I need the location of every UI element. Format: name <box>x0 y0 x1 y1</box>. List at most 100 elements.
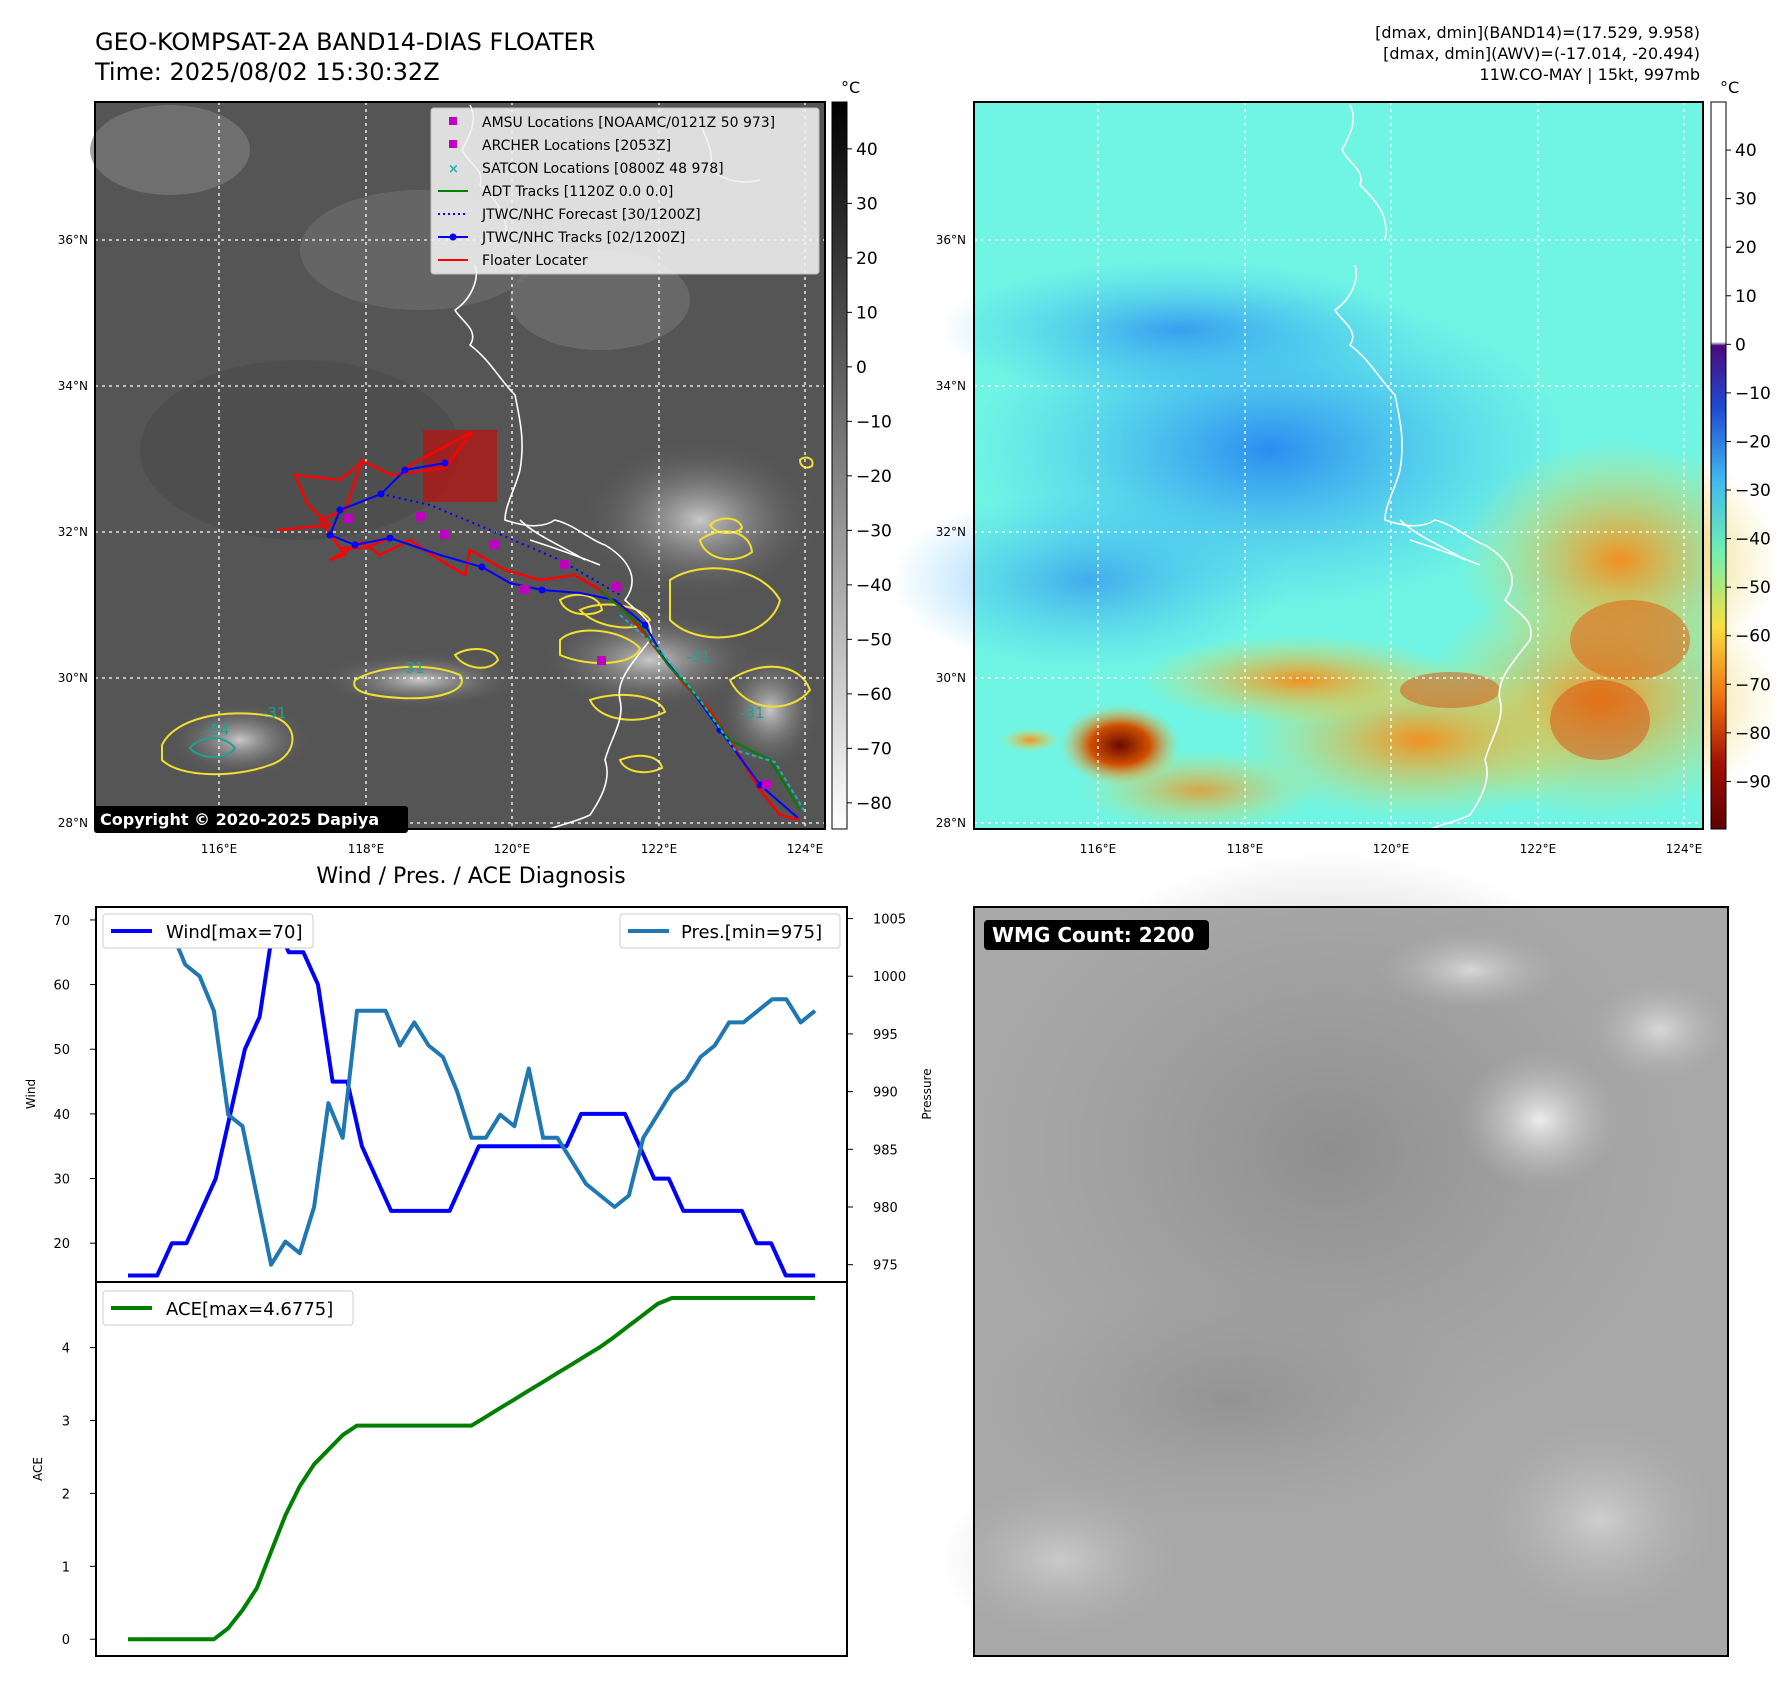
colorbar-tick-label: −10 <box>856 412 892 432</box>
axis-tick-label: 20 <box>53 1237 70 1252</box>
colorbar-tick-label: 30 <box>856 194 878 214</box>
colorbar-tick-label: 30 <box>1735 190 1757 210</box>
contour-label: -31 <box>686 648 711 666</box>
colorbar-tick-label: −60 <box>856 685 892 705</box>
wv-map-frame <box>973 101 1704 830</box>
colorbar-left-ticks: 40 30 20 10 0 −10 −20 −30 −40 −50 −60 −70 −80 <box>847 140 892 814</box>
chart-subtitle: Time: 2025/08/02 15:30:32Z <box>94 58 440 86</box>
satcon-track-line <box>619 614 806 813</box>
legend-box <box>430 107 820 275</box>
contour-label: -31 <box>262 704 287 722</box>
colorbar-right: °C 40 30 20 10 0 −10 −20 −30 −40 −50 −60 −70 −80 −90 <box>1710 78 1771 830</box>
lat-tick-label: 30°N <box>936 671 966 685</box>
pressure-ylabel: Pressure <box>920 1068 934 1119</box>
axis-tick-label: 0 <box>62 1633 70 1648</box>
axis-tick-label: 975 <box>873 1259 898 1274</box>
wind-legend-box <box>102 913 314 949</box>
legend-amsu-label: AMSU Locations [NOAAMC/0121Z 50 973] <box>482 115 775 131</box>
axis-tick-label: 990 <box>873 1086 898 1101</box>
colorbar-tick-label: −50 <box>1735 578 1771 598</box>
ace-axis-ticks: 4 3 2 1 0 <box>62 1342 96 1648</box>
lat-tick-label: 34°N <box>58 379 88 393</box>
lon-tick-label: 122°E <box>1520 842 1557 856</box>
wmg-panel: WMG Count: 2200 <box>940 850 1730 1657</box>
axis-tick-label: 50 <box>53 1043 70 1058</box>
colorbar-tick-label: −80 <box>856 794 892 814</box>
legend-tracks-dot <box>449 233 457 241</box>
colorbar-tick-label: −40 <box>1735 530 1771 550</box>
legend-floater-label: Floater Locater <box>482 253 588 269</box>
axis-tick-label: 995 <box>873 1028 898 1043</box>
lon-tick-label: 118°E <box>1227 842 1264 856</box>
ace-axes-frame <box>95 1281 848 1657</box>
colorbar-left-scale <box>831 101 848 830</box>
amsu-markers <box>344 512 771 789</box>
ace-legend-box <box>102 1290 354 1326</box>
lon-tick-label: 120°E <box>494 842 531 856</box>
diagnosis-title: Wind / Pres. / ACE Diagnosis <box>316 864 625 889</box>
contour-label: -31 <box>400 659 425 677</box>
colorbar-tick-label: −20 <box>856 467 892 487</box>
colorbar-tick-label: 0 <box>1735 335 1746 355</box>
colorbar-tick-label: −70 <box>856 739 892 759</box>
copyright-badge: Copyright © 2020-2025 Dapiya <box>94 806 408 833</box>
contour-labels: -31 -31 -31 -31 -54 <box>205 648 765 739</box>
colorbar-tick-label: −30 <box>856 521 892 541</box>
axis-tick-label: 1 <box>62 1560 70 1575</box>
axis-tick-label: 2 <box>62 1487 70 1502</box>
colorbar-tick-label: −40 <box>856 576 892 596</box>
ir-map-frame <box>94 101 826 830</box>
axis-tick-label: 70 <box>53 914 70 929</box>
colorbar-tick-label: −80 <box>1735 724 1771 744</box>
copyright-text: Copyright © 2020-2025 Dapiya <box>100 810 379 829</box>
lon-tick-label: 116°E <box>201 842 238 856</box>
pressure-series <box>128 928 817 1267</box>
colorbar-tick-label: 10 <box>856 303 878 323</box>
wind-ylabel: Wind <box>24 1079 38 1109</box>
lon-tick-label: 124°E <box>1666 842 1703 856</box>
lat-tick-label: 28°N <box>58 816 88 830</box>
floater-box <box>423 430 497 502</box>
ace-ylabel: ACE <box>31 1457 45 1481</box>
axis-tick-label: 1005 <box>873 913 906 928</box>
axis-tick-label: 980 <box>873 1201 898 1216</box>
wind-series <box>128 917 815 1278</box>
copyright-background <box>94 806 408 833</box>
pressure-line <box>128 928 817 1267</box>
colorbar-tick-label: −10 <box>1735 384 1771 404</box>
wmg-count-label: WMG Count: 2200 <box>992 923 1194 947</box>
info-band14: [dmax, dmin](BAND14)=(17.529, 9.958) <box>1375 23 1700 42</box>
legend-satcon-label: SATCON Locations [0800Z 48 978] <box>482 161 724 177</box>
legend-amsu-marker <box>449 117 457 125</box>
lat-tick-label: 32°N <box>936 525 966 539</box>
wmg-badge-background <box>984 920 1209 950</box>
legend-archer-label: ARCHER Locations [2053Z] <box>482 138 671 154</box>
legend-adt-label: ADT Tracks [1120Z 0.0 0.0] <box>482 184 673 200</box>
axis-tick-label: 30 <box>53 1173 70 1188</box>
lat-tick-label: 36°N <box>58 233 88 247</box>
wmg-field <box>940 850 1730 1640</box>
legend-tracks-label: JTWC/NHC Tracks [02/1200Z] <box>481 230 685 246</box>
diagnosis-panel: Wind / Pres. / ACE Diagnosis Wind Pressu… <box>24 864 934 1657</box>
wv-map-panel <box>890 101 1780 830</box>
adt-track-line <box>599 589 801 811</box>
colorbar-tick-label: 20 <box>856 249 878 269</box>
lon-tick-label: 124°E <box>787 842 824 856</box>
wv-coastline <box>1333 104 1532 830</box>
ace-line <box>128 1296 815 1642</box>
wind-axis-ticks: 70 60 50 40 30 20 <box>53 914 96 1252</box>
info-awv: [dmax, dmin](AWV)=(-17.014, -20.494) <box>1383 44 1700 63</box>
colorbar-left: °C 40 30 20 10 0 −10 −20 −30 −40 −50 −60 −70 −80 <box>831 78 892 830</box>
wmg-frame <box>973 906 1729 1657</box>
jtwc-forecast-line <box>380 493 621 596</box>
pressure-legend-box <box>619 913 841 949</box>
wind-legend: Wind[max=70] <box>102 913 314 949</box>
ace-legend-label: ACE[max=4.6775] <box>166 1299 333 1320</box>
colorbar-right-unit: °C <box>1720 78 1739 97</box>
pressure-legend: Pres.[min=975] <box>619 913 841 949</box>
colorbar-tick-label: 20 <box>1735 238 1757 258</box>
colorbar-tick-label: −90 <box>1735 772 1771 792</box>
pressure-legend-label: Pres.[min=975] <box>681 922 822 943</box>
lon-tick-label: 116°E <box>1080 842 1117 856</box>
colorbar-tick-label: −50 <box>856 630 892 650</box>
